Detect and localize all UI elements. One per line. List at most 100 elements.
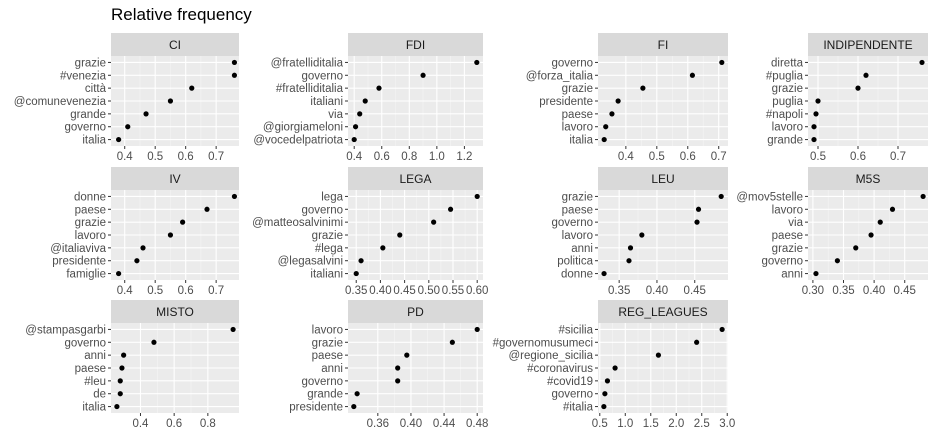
- x-tick-label-indipendente: 0.6: [850, 151, 866, 163]
- category-label-reg-leagues: @regione_sicilia: [508, 350, 593, 362]
- category-label-indipendente: grazie: [772, 83, 803, 95]
- data-point-lega-lega: [380, 245, 386, 251]
- x-tick-label-fdi: 0.6: [374, 151, 390, 163]
- category-label-indipendente: #napoli: [766, 109, 803, 121]
- category-label-iv: presidente: [52, 256, 106, 268]
- x-tick-label-ci: 0.4: [117, 151, 134, 163]
- facet-strip-indipendente: [808, 33, 928, 56]
- x-tick-label-m5s: 0.30: [802, 285, 824, 297]
- x-tick-label-fdi: 0.8: [401, 151, 417, 163]
- facet-strip-label-lega: LEGA: [399, 172, 431, 186]
- data-point-ci-comunevenezia: [167, 98, 174, 104]
- data-point-fdi-fratelliditalia: [376, 85, 382, 91]
- data-point-reg-leagues-coronavirus: [612, 365, 618, 371]
- facet-strip-label-reg-leagues: REG_LEAGUES: [618, 305, 707, 319]
- x-tick-label-iv: 0.6: [178, 285, 194, 297]
- x-tick-label-lega: 0.55: [442, 285, 464, 297]
- facet-strip-lega: [348, 167, 483, 190]
- x-tick-label-pd: 0.48: [466, 418, 488, 430]
- data-point-misto-italia: [114, 403, 120, 410]
- facet-strip-fi: [598, 33, 728, 56]
- category-label-ci: italia: [82, 135, 106, 147]
- data-point-iv-donne: [231, 193, 238, 200]
- data-point-pd-presidente: [351, 403, 357, 410]
- data-point-m5s-anni: [813, 270, 819, 277]
- category-label-pd: anni: [321, 363, 343, 375]
- category-label-lega: lega: [321, 191, 343, 203]
- category-label-misto: anni: [84, 350, 106, 362]
- category-label-fi: grazie: [562, 83, 593, 95]
- data-point-misto-governo: [151, 339, 157, 345]
- data-point-fi-italia: [601, 136, 607, 143]
- x-tick-label-pd: 0.36: [367, 418, 389, 430]
- x-tick-label-lega: 0.35: [345, 285, 367, 297]
- data-point-iv-paese: [204, 206, 210, 212]
- x-tick-label-reg-leagues: 1.0: [617, 418, 633, 430]
- data-point-m5s-mov5stelle: [920, 193, 926, 200]
- data-point-leu-politica: [626, 258, 632, 264]
- category-label-misto: @stampasgarbi: [25, 324, 106, 336]
- category-label-m5s: anni: [781, 269, 803, 281]
- facet-strip-reg-leagues: [598, 300, 728, 323]
- category-label-misto: italia: [82, 402, 106, 414]
- category-label-fdi: @fratelliditalia: [271, 57, 344, 69]
- data-point-iv-italiaviva: [140, 245, 146, 251]
- x-tick-label-ci: 0.6: [178, 151, 194, 163]
- category-label-leu: politica: [557, 256, 593, 268]
- category-label-iv: famiglie: [66, 269, 106, 281]
- data-point-reg-leagues-sicilia: [719, 326, 725, 333]
- category-label-reg-leagues: governo: [551, 389, 593, 401]
- data-point-misto-de: [117, 391, 123, 397]
- category-label-fi: presidente: [539, 96, 593, 108]
- category-label-fdi: italiani: [310, 96, 343, 108]
- category-label-leu: governo: [551, 217, 593, 229]
- data-point-fi-lavoro: [603, 124, 609, 130]
- x-tick-label-reg-leagues: 3.0: [719, 418, 735, 430]
- data-point-pd-grande: [354, 391, 360, 397]
- x-tick-label-iv: 0.4: [117, 285, 134, 297]
- category-label-iv: @italiaviva: [50, 243, 106, 255]
- facet-strip-label-iv: IV: [169, 172, 180, 186]
- data-point-m5s-via: [877, 219, 883, 225]
- x-tick-label-iv: 0.7: [208, 285, 224, 297]
- data-point-fdi-italiani: [362, 98, 368, 104]
- category-label-leu: donne: [561, 269, 593, 281]
- category-label-fi: lavoro: [562, 122, 593, 134]
- category-label-leu: grazie: [562, 191, 593, 203]
- category-label-iv: donne: [74, 191, 106, 203]
- data-point-reg-leagues-regione-sicilia: [655, 352, 662, 358]
- category-label-fi: paese: [562, 109, 593, 121]
- x-tick-label-lega: 0.40: [369, 285, 391, 297]
- data-point-indipendente-diretta: [919, 59, 925, 66]
- data-point-m5s-lavoro: [889, 206, 896, 212]
- data-point-fdi-via: [357, 111, 363, 117]
- x-tick-label-fi: 0.7: [711, 151, 727, 163]
- category-label-fdi: @giorgiameloni: [263, 122, 343, 134]
- category-label-ci: #venezia: [60, 70, 107, 82]
- data-point-lega-matteosalvinimi: [431, 219, 437, 225]
- category-label-indipendente: #puglia: [766, 70, 804, 82]
- category-label-iv: paese: [75, 204, 106, 216]
- data-point-m5s-governo: [834, 258, 840, 264]
- data-point-reg-leagues-covid19: [604, 378, 611, 384]
- category-label-misto: paese: [75, 363, 106, 375]
- category-label-m5s: paese: [772, 230, 803, 242]
- x-tick-label-indipendente: 0.7: [890, 151, 906, 163]
- category-label-m5s: via: [788, 217, 803, 229]
- category-label-pd: grande: [307, 389, 343, 401]
- category-label-pd: paese: [312, 350, 343, 362]
- category-label-fi: governo: [551, 57, 593, 69]
- x-tick-label-ci: 0.7: [208, 151, 224, 163]
- category-label-ci: grande: [70, 109, 106, 121]
- x-tick-label-ci: 0.5: [147, 151, 163, 163]
- chart-title: Relative frequency: [111, 5, 252, 24]
- data-point-misto-anni: [121, 352, 127, 358]
- facet-strip-label-fdi: FDI: [406, 38, 425, 52]
- facet-strip-label-ci: CI: [169, 38, 181, 52]
- category-label-fdi: @vocedelpatriota: [253, 135, 343, 147]
- category-label-leu: lavoro: [562, 230, 593, 242]
- category-label-pd: presidente: [289, 402, 343, 414]
- data-point-leu-governo: [694, 219, 700, 225]
- category-label-lega: @legasalvini: [278, 256, 343, 268]
